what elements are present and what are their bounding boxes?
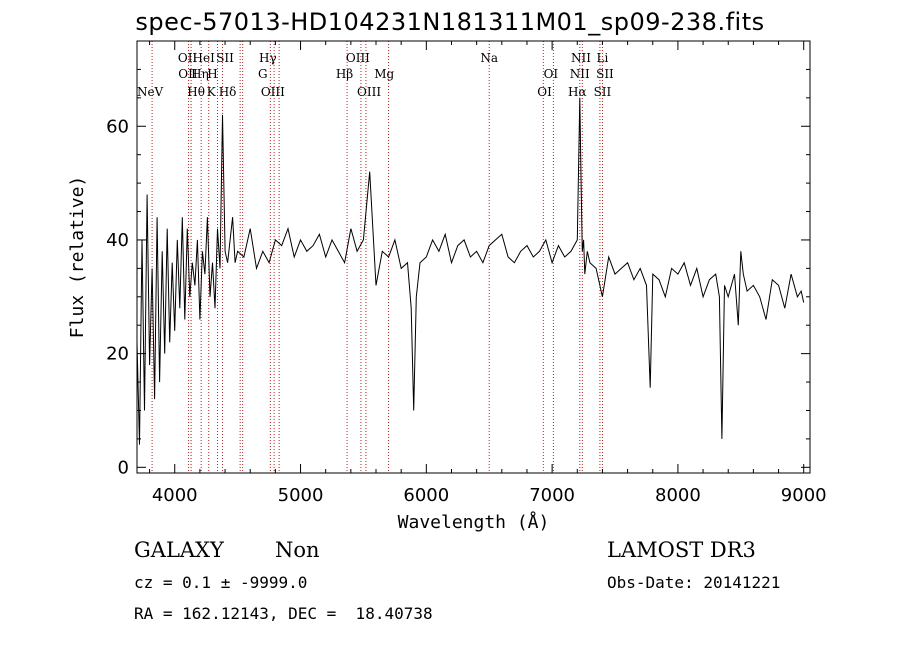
- x-axis-label: Wavelength (Å): [398, 511, 550, 533]
- emission-line-label: G: [258, 67, 268, 81]
- emission-line-label: Hη: [191, 67, 209, 81]
- flux-series-line: [136, 97, 805, 445]
- object-subclass: Non: [275, 538, 320, 562]
- survey-name: LAMOST DR3: [607, 538, 756, 562]
- y-tick-label: 60: [106, 116, 129, 137]
- emission-line-label: Hθ: [187, 85, 205, 99]
- emission-line-label: SII: [596, 67, 614, 81]
- y-axis-label: Flux (relative): [67, 176, 88, 339]
- emission-line-label: H: [207, 67, 217, 81]
- emission-line-label: Na: [480, 51, 498, 65]
- emission-line-label: Hγ: [259, 51, 277, 65]
- emission-line-label: OIII: [357, 85, 381, 99]
- emission-line-label: OII: [178, 51, 198, 65]
- emission-line-label: Hδ: [219, 85, 237, 99]
- emission-line-label: K: [207, 85, 217, 99]
- y-axis-ticks: 0 20 40 60: [106, 68, 810, 478]
- x-tick-label: 8000: [655, 485, 701, 506]
- emission-line-label: SII: [594, 85, 612, 99]
- emission-line-label: Hα: [568, 85, 587, 99]
- chart-title: spec-57013-HD104231N181311M01_sp09-238.f…: [135, 8, 765, 36]
- x-tick-label: 5000: [278, 485, 324, 506]
- emission-line-label: NII: [570, 67, 590, 81]
- y-tick-label: 20: [106, 344, 129, 365]
- x-tick-label: 7000: [529, 485, 575, 506]
- x-tick-label: 9000: [781, 485, 827, 506]
- emission-line-label: Hβ: [336, 67, 353, 81]
- emission-line-label: HeI: [193, 51, 216, 65]
- emission-line-label: OIII: [261, 85, 285, 99]
- emission-line-label: OIII: [346, 51, 370, 65]
- plot-frame: [136, 40, 811, 474]
- emission-line-label: NeV: [137, 85, 164, 99]
- emission-line-label: Mg: [374, 67, 394, 81]
- y-tick-label: 40: [106, 230, 129, 251]
- x-axis-ticks: 4000 5000 6000 7000 8000 9000: [149, 41, 827, 506]
- redshift-line: cz = 0.1 ± -9999.0: [134, 573, 308, 592]
- object-class: GALAXY: [134, 538, 224, 562]
- observation-date: Obs-Date: 20141221: [607, 573, 781, 592]
- x-tick-label: 6000: [403, 485, 449, 506]
- emission-line-label: OI: [537, 85, 552, 99]
- coordinates-line: RA = 162.12143, DEC = 18.40738: [134, 604, 433, 623]
- emission-line-label: Li: [597, 51, 609, 65]
- emission-line-label: NII: [571, 51, 591, 65]
- emission-line-label: OII: [178, 67, 198, 81]
- emission-line-label: SII: [216, 51, 234, 65]
- y-tick-label: 0: [118, 457, 129, 478]
- x-tick-label: 4000: [152, 485, 198, 506]
- emission-line-label: OI: [544, 67, 559, 81]
